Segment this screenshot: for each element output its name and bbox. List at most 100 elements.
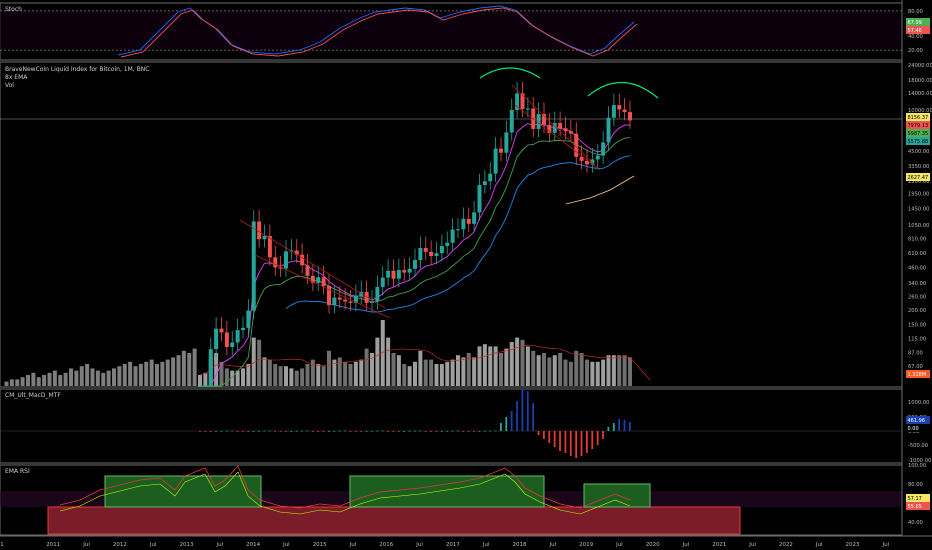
volume-bar: [42, 375, 47, 386]
macd-bar: [596, 431, 599, 445]
macd-bar: [564, 431, 567, 453]
macd-bar: [403, 431, 406, 432]
macd-bar: [204, 431, 207, 432]
y-tick-label: 18000.00: [908, 78, 932, 84]
rsi-overbought-zone-2013: [104, 475, 262, 508]
volume-bar: [488, 346, 493, 386]
volume-ma-line: [199, 344, 651, 381]
price-badge-bg: [906, 121, 930, 129]
price-badge-bg: [906, 113, 930, 121]
candle-body: [628, 112, 632, 121]
macd-bar: [505, 417, 508, 431]
macd-pane: [0, 388, 903, 464]
volume-bar: [450, 359, 455, 386]
volume-bar: [472, 357, 477, 386]
stoch-d-line: [120, 7, 638, 58]
volume-bar: [423, 359, 428, 386]
price-badge: 5575.88: [908, 139, 929, 145]
price-badge: 8156.37: [908, 115, 929, 121]
volume-bar: [525, 346, 530, 386]
macd-bar: [371, 430, 373, 432]
y-tick-label: 1950.00: [908, 192, 929, 198]
macd-bar: [279, 431, 282, 432]
macd-bar: [419, 430, 422, 432]
candle-body: [294, 250, 299, 255]
macd-bar: [295, 430, 298, 432]
x-tick-label: 2018: [513, 542, 527, 548]
candle-body: [434, 253, 439, 257]
candle-body: [208, 349, 213, 386]
volume-bar: [413, 361, 417, 386]
volume-bar: [187, 353, 192, 386]
volume-bar: [321, 366, 326, 386]
macd-bar: [553, 431, 556, 447]
macd-bar: [629, 422, 631, 431]
macd-bar: [575, 431, 578, 458]
candle-body: [611, 105, 616, 118]
volume-bar: [26, 375, 30, 386]
volume-bar: [327, 350, 331, 386]
candle-body: [396, 270, 401, 279]
y-tick-label: 40.00: [908, 520, 923, 526]
candle-body: [595, 155, 600, 160]
candle-body: [579, 156, 584, 161]
rsi-oversold-zone: [47, 506, 741, 535]
x-tick-label: Jul: [748, 542, 756, 548]
candle-body: [499, 148, 503, 153]
macd-bar: [354, 431, 357, 432]
macd-bar: [263, 430, 266, 432]
macd-bar: [311, 431, 314, 432]
volume-bar: [117, 366, 122, 386]
volume-bar: [144, 361, 149, 386]
volume-bar: [466, 353, 471, 386]
macd-bar: [290, 431, 293, 432]
macd-bar: [462, 431, 465, 432]
y-tick-label: 260.00: [908, 295, 926, 301]
y-tick-label: 2500.00: [908, 179, 929, 185]
volume-bar: [542, 353, 546, 386]
candle-body: [574, 133, 579, 157]
candle-body: [547, 124, 552, 133]
x-tick-label: 2012: [113, 542, 127, 548]
candle-body: [273, 257, 278, 268]
long-ma-line: [565, 175, 635, 205]
rsi-badge-a: 57.17: [908, 496, 922, 502]
y-tick-label: 10000.00: [908, 108, 932, 114]
y-tick-label: 24000.00: [908, 63, 932, 69]
macd-bar: [537, 431, 540, 435]
candle-body: [246, 310, 251, 328]
volume-bar: [198, 375, 202, 386]
macd-bar: [451, 430, 454, 432]
rsi-overbought-zone-2019: [583, 483, 651, 508]
volume-bar: [348, 364, 353, 386]
volume-bar: [36, 377, 41, 386]
candle-body: [337, 297, 342, 300]
volume-bar: [4, 381, 9, 386]
candle-body: [558, 123, 563, 129]
x-tick-label: Jul: [215, 542, 223, 548]
stoch-badge-d: 57.46: [908, 28, 922, 34]
macd-bar: [500, 423, 502, 431]
volume-bar: [396, 355, 401, 386]
y-tick-label: -500.00: [908, 443, 928, 449]
x-tick-label: 2017: [446, 542, 460, 548]
macd-bar: [440, 431, 443, 432]
candle-body: [413, 260, 417, 269]
volume-bar: [278, 366, 283, 386]
candle-body: [482, 181, 487, 186]
y-tick-label: 67.00: [908, 364, 923, 370]
macd-bar: [543, 431, 545, 439]
volume-bar: [305, 364, 310, 386]
x-tick-label: 2022: [779, 542, 793, 548]
volume-bar: [74, 370, 79, 386]
candle-body: [493, 148, 498, 174]
volume-bar: [257, 339, 262, 386]
candle-body: [622, 109, 627, 113]
macd-bar: [247, 431, 250, 432]
volume-bar: [181, 350, 186, 386]
macd-bar: [618, 419, 621, 431]
y-tick-label: 150.00: [908, 323, 926, 329]
x-tick-label: Jul: [415, 542, 423, 548]
volume-bar: [101, 372, 106, 386]
